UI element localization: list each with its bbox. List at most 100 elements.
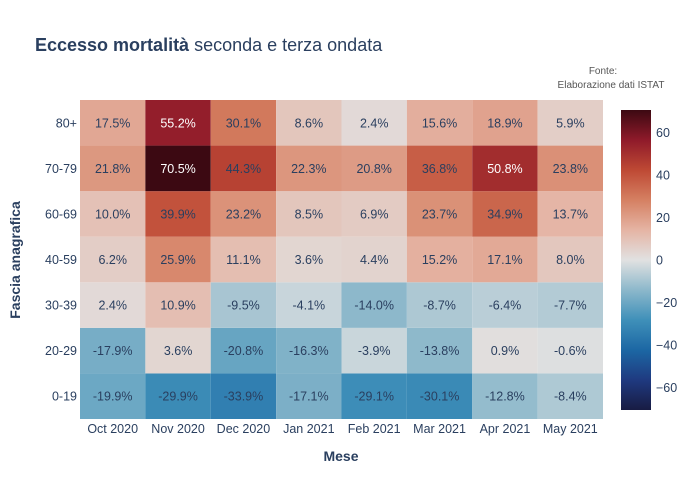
cell-value-label: 10.9% [160, 299, 195, 313]
cell-value-label: 6.9% [360, 207, 389, 221]
heatmap-cell [472, 327, 538, 374]
cell-value-label: 3.6% [164, 344, 193, 358]
heatmap-cell [145, 236, 211, 283]
cell-value-label: 23.2% [226, 207, 261, 221]
heatmap-cell [537, 327, 603, 374]
heatmap-cell [145, 282, 211, 328]
x-axis-title: Mese [323, 448, 358, 464]
cell-value-label: -29.1% [354, 390, 394, 404]
y-tick-label: 80+ [56, 116, 77, 130]
source-line-2: Elaborazione dati ISTAT [558, 80, 665, 91]
chart-title-rest: seconda e terza ondata [189, 35, 383, 55]
cell-value-label: 55.2% [160, 116, 195, 130]
cell-value-label: -19.9% [93, 390, 133, 404]
colorbar-tick-label: −20 [656, 296, 677, 310]
cell-value-label: 6.2% [98, 253, 127, 267]
cell-value-label: -3.9% [358, 344, 391, 358]
cell-value-label: 8.5% [295, 207, 324, 221]
cell-value-label: -4.1% [292, 299, 325, 313]
heatmap-cell [145, 327, 211, 374]
heatmap-cell [145, 100, 211, 146]
heatmap-cell [341, 282, 407, 328]
y-tick-label: 30-39 [45, 299, 77, 313]
cell-value-label: 44.3% [226, 162, 261, 176]
cell-value-label: -12.8% [485, 390, 525, 404]
heatmap-cell [80, 100, 146, 146]
cell-value-label: 21.8% [95, 162, 130, 176]
heatmap-cell [472, 373, 538, 419]
heatmap-cell [145, 145, 211, 192]
heatmap-cell [210, 373, 277, 419]
cell-value-label: -17.1% [289, 390, 329, 404]
heatmap-cell [537, 236, 603, 283]
cell-value-label: 25.9% [160, 253, 195, 267]
cell-value-label: -33.9% [224, 390, 264, 404]
x-tick-label: Feb 2021 [348, 422, 401, 436]
y-tick-label: 40-59 [45, 253, 77, 267]
y-axis-title: Fascia anagrafica [7, 201, 23, 319]
chart-title: Eccesso mortalità seconda e terza ondata [35, 35, 383, 55]
heatmap-cell [406, 145, 473, 192]
heatmap-cell [210, 327, 277, 374]
colorbar-tick-label: 60 [656, 126, 670, 140]
heatmap-cell [276, 282, 342, 328]
heatmap-cells: -19.9% -29.9% -33.9% -17.1% -29.1% -30.1% -12.… [80, 100, 603, 419]
x-tick-label: Nov 2020 [151, 422, 205, 436]
cell-value-label: 10.0% [95, 207, 130, 221]
heatmap-cell [80, 191, 146, 237]
cell-value-label: 15.2% [422, 253, 457, 267]
x-tick-label: Oct 2020 [87, 422, 138, 436]
heatmap-cell [210, 282, 277, 328]
heatmap-cell [80, 145, 146, 192]
heatmap-cell [341, 100, 407, 146]
cell-value-label: 11.1% [226, 253, 261, 267]
cell-value-label: 50.8% [487, 162, 522, 176]
heatmap-cell [276, 327, 342, 374]
colorbar-ticks: 60 40 20 0 −20 −40 −60 [656, 126, 677, 395]
heatmap-cell [406, 327, 473, 374]
cell-value-label: -7.7% [554, 299, 587, 313]
heatmap-cell [276, 373, 342, 419]
colorbar-tick-label: 20 [656, 211, 670, 225]
chart-title-bold: Eccesso mortalità [35, 35, 190, 55]
x-tick-label: Apr 2021 [480, 422, 531, 436]
heatmap-cell [80, 327, 146, 374]
heatmap-cell [80, 282, 146, 328]
cell-value-label: 23.8% [553, 162, 588, 176]
cell-value-label: 8.0% [556, 253, 585, 267]
cell-value-label: 39.9% [160, 207, 195, 221]
heatmap-cell [341, 236, 407, 283]
x-tick-label: Mar 2021 [413, 422, 466, 436]
heatmap-cell [472, 145, 538, 192]
heatmap-cell [537, 191, 603, 237]
heatmap-cell [276, 100, 342, 146]
x-tick-labels: Oct 2020 Nov 2020 Dec 2020 Jan 2021 Feb 2021… [87, 422, 597, 436]
cell-value-label: 30.1% [226, 116, 261, 130]
y-tick-label: 0-19 [52, 390, 77, 404]
cell-value-label: 70.5% [160, 162, 195, 176]
heatmap-cell [472, 100, 538, 146]
heatmap-cell [341, 327, 407, 374]
heatmap-cell [472, 236, 538, 283]
cell-value-label: 34.9% [487, 207, 522, 221]
cell-value-label: -8.7% [423, 299, 456, 313]
heatmap-cell [276, 236, 342, 283]
colorbar-tick-label: 40 [656, 168, 670, 182]
cell-value-label: 4.4% [360, 253, 389, 267]
x-tick-label: May 2021 [543, 422, 598, 436]
cell-value-label: -29.9% [158, 390, 198, 404]
heatmap-cell [145, 191, 211, 237]
cell-value-label: -17.9% [93, 344, 133, 358]
cell-value-label: 2.4% [98, 299, 127, 313]
heatmap-cell [210, 145, 277, 192]
y-tick-label: 60-69 [45, 207, 77, 221]
heatmap-cell [145, 373, 211, 419]
heatmap-cell [276, 145, 342, 192]
heatmap-cell [210, 191, 277, 237]
cell-value-label: -16.3% [289, 344, 329, 358]
heatmap-cell [406, 373, 473, 419]
heatmap-cell [276, 191, 342, 237]
heatmap-cell [537, 282, 603, 328]
cell-value-label: -0.6% [554, 344, 587, 358]
heatmap-cell [537, 100, 603, 146]
